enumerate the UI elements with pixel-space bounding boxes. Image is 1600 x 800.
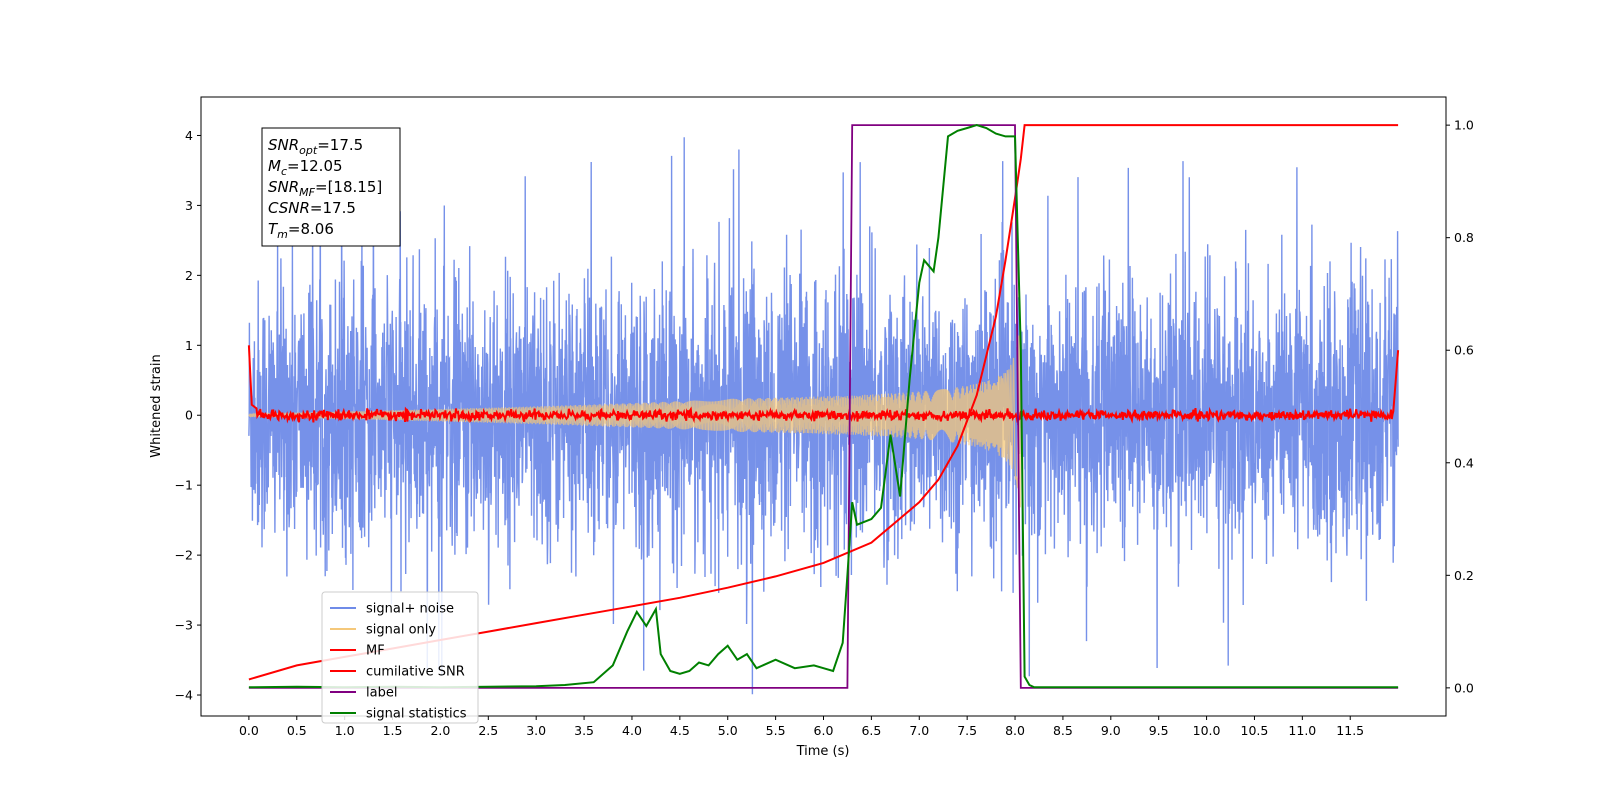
y-axis-label: Whitened strain [149, 354, 164, 457]
legend-item: signal only [330, 623, 436, 638]
x-tick-label: 11.0 [1288, 723, 1316, 738]
y2-tick-label: 0.6 [1454, 343, 1474, 358]
y2-ticks: 0.0 0.2 0.4 0.6 0.8 1.0 [1446, 118, 1474, 695]
y-tick-label: 4 [185, 128, 193, 143]
legend-label: MF [366, 644, 385, 659]
y-tick-label: −1 [175, 478, 193, 493]
legend-label: signal only [366, 623, 436, 638]
x-tick-label: 2.0 [430, 723, 450, 738]
x-tick-label: 10.5 [1241, 723, 1269, 738]
x-tick-label: 6.5 [861, 723, 881, 738]
y2-tick-label: 1.0 [1454, 118, 1474, 133]
x-tick-label: 4.0 [622, 723, 642, 738]
x-tick-label: 0.0 [239, 723, 259, 738]
x-tick-label: 1.0 [335, 723, 355, 738]
y2-tick-label: 0.2 [1454, 568, 1474, 583]
y2-tick-label: 0.0 [1454, 680, 1474, 695]
y-tick-label: 2 [185, 268, 193, 283]
y-ticks: −4 −3 −2 −1 0 1 2 3 4 [175, 128, 201, 703]
x-axis-label: Time (s) [796, 744, 850, 759]
legend-item: MF [330, 644, 385, 659]
legend: signal+ noise signal only MF cumilative SNR… [321, 591, 479, 724]
x-tick-label: 11.5 [1336, 723, 1364, 738]
y-tick-label: 1 [185, 338, 193, 353]
legend-label: cumilative SNR [366, 665, 465, 680]
annotation-box: SNRopt=17.5Mc=12.05SNRMF=[18.15]CSNR=17.… [261, 127, 401, 247]
annotation-line: Tm=8.06 [268, 220, 334, 241]
x-tick-label: 4.5 [670, 723, 690, 738]
x-tick-label: 6.0 [814, 723, 834, 738]
y-tick-label: 3 [185, 198, 193, 213]
series-mf [247, 345, 1400, 424]
x-tick-label: 10.0 [1193, 723, 1221, 738]
y-tick-label: −3 [175, 618, 193, 633]
x-tick-label: 9.5 [1149, 723, 1169, 738]
x-tick-label: 5.5 [766, 723, 786, 738]
x-tick-label: 3.0 [526, 723, 546, 738]
legend-item: cumilative SNR [330, 665, 465, 680]
x-tick-label: 3.5 [574, 723, 594, 738]
x-tick-label: 8.0 [1005, 723, 1025, 738]
x-tick-label: 1.5 [383, 723, 403, 738]
y-tick-label: −4 [175, 688, 193, 703]
x-tick-label: 0.5 [287, 723, 307, 738]
x-tick-label: 9.0 [1101, 723, 1121, 738]
legend-item: label [330, 686, 397, 701]
annotation-line: SNRMF=[18.15] [268, 178, 382, 199]
x-ticks: 0.0 0.5 1.0 1.5 2.0 2.5 3.0 3.5 4.0 4.5 5.0 5.5 6.0 6… [239, 716, 1364, 738]
y2-tick-label: 0.4 [1454, 455, 1474, 470]
y2-tick-label: 0.8 [1454, 230, 1474, 245]
legend-label: signal statistics [366, 707, 467, 722]
legend-item: signal statistics [330, 707, 467, 722]
series-signal-statistics [248, 124, 1399, 689]
legend-label: label [366, 686, 397, 701]
x-tick-label: 7.0 [909, 723, 929, 738]
y-tick-label: −2 [175, 548, 193, 563]
x-tick-label: 2.5 [478, 723, 498, 738]
x-tick-label: 8.5 [1053, 723, 1073, 738]
legend-label: signal+ noise [366, 602, 454, 617]
legend-item: signal+ noise [330, 602, 454, 617]
x-tick-label: 7.5 [957, 723, 977, 738]
y-tick-label: 0 [185, 408, 193, 423]
annotation-line: Mc=12.05 [268, 157, 343, 178]
annotation-line: SNRopt=17.5 [268, 136, 363, 157]
x-tick-label: 5.0 [718, 723, 738, 738]
annotation-line: CSNR=17.5 [268, 199, 356, 217]
